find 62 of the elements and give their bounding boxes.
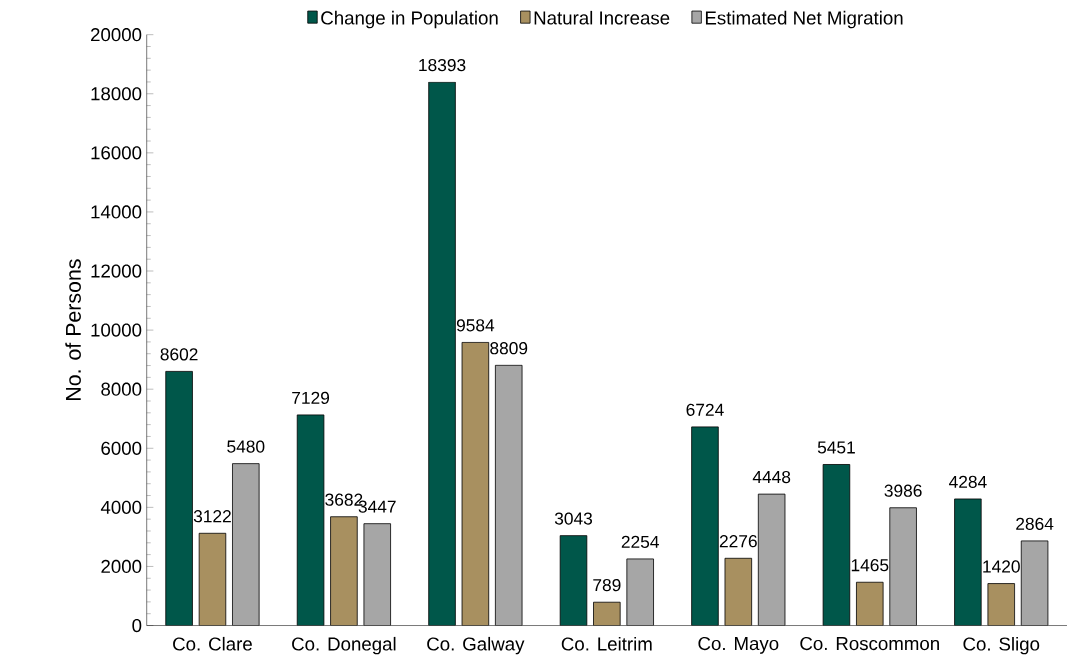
y-tick-label: 14000	[91, 205, 142, 219]
bar	[559, 535, 588, 626]
bar	[428, 81, 456, 626]
x-tick-label: Co. Roscommon	[800, 637, 939, 651]
data-label: 3043	[554, 512, 593, 525]
bar	[232, 463, 260, 626]
data-label: 5451	[817, 441, 855, 454]
data-label: 789	[593, 579, 621, 592]
data-label: 2254	[621, 535, 659, 549]
bar	[1020, 540, 1049, 626]
bar	[593, 602, 621, 626]
bar	[363, 523, 391, 626]
bar	[822, 464, 851, 626]
data-label: 6724	[686, 403, 724, 417]
bar	[626, 558, 654, 626]
x-tick-label: Co. Galway	[427, 637, 525, 655]
bar	[165, 371, 193, 626]
data-label: 5480	[227, 440, 265, 453]
x-tick-label: Co. Donegal	[292, 637, 396, 655]
bar	[757, 493, 786, 626]
data-label: 2864	[1016, 517, 1054, 531]
bar	[691, 426, 719, 626]
data-label: 3122	[193, 510, 231, 523]
y-tick-label: 0	[132, 619, 142, 633]
y-tick-label: 18000	[91, 87, 142, 101]
bar	[889, 507, 917, 626]
y-tick-label: 2000	[101, 560, 142, 574]
legend-label: Natural Increase	[534, 11, 670, 25]
x-tick-label: Co. Clare	[173, 637, 252, 651]
bar	[296, 414, 325, 626]
data-label: 18393	[419, 59, 466, 72]
x-tick-label: Co. Sligo	[963, 637, 1040, 655]
y-tick-label: 12000	[91, 264, 142, 278]
bar	[461, 342, 490, 626]
bar	[198, 533, 227, 626]
x-tick-label: Co. Leitrim	[561, 637, 652, 651]
bar	[954, 498, 982, 626]
y-tick-label: 6000	[101, 441, 142, 456]
legend-label: Estimated Net Migration	[705, 11, 903, 29]
y-tick-label: 16000	[91, 146, 142, 160]
data-label: 3986	[884, 484, 922, 498]
bar	[494, 365, 523, 626]
bar	[987, 583, 1015, 626]
bar	[330, 516, 358, 626]
bar	[724, 558, 753, 626]
data-label: 1420	[983, 560, 1020, 573]
y-tick-label: 10000	[91, 323, 142, 337]
data-label: 8809	[490, 342, 528, 355]
data-label: 8602	[160, 348, 198, 361]
y-tick-label: 20000	[91, 28, 142, 42]
data-label: 7129	[292, 391, 330, 405]
y-axis-title: No. of Persons	[65, 259, 81, 401]
bar	[856, 582, 884, 626]
data-label: 1465	[851, 559, 889, 572]
data-label: 2276	[719, 535, 757, 548]
data-label: 4448	[752, 471, 791, 484]
data-label: 9584	[456, 319, 495, 332]
y-tick-label: 8000	[101, 382, 142, 397]
data-label: 4284	[949, 475, 987, 489]
y-tick-label: 4000	[100, 500, 142, 515]
legend-label: Change in Population	[321, 11, 498, 29]
x-tick-label: Co. Mayo	[698, 637, 779, 655]
